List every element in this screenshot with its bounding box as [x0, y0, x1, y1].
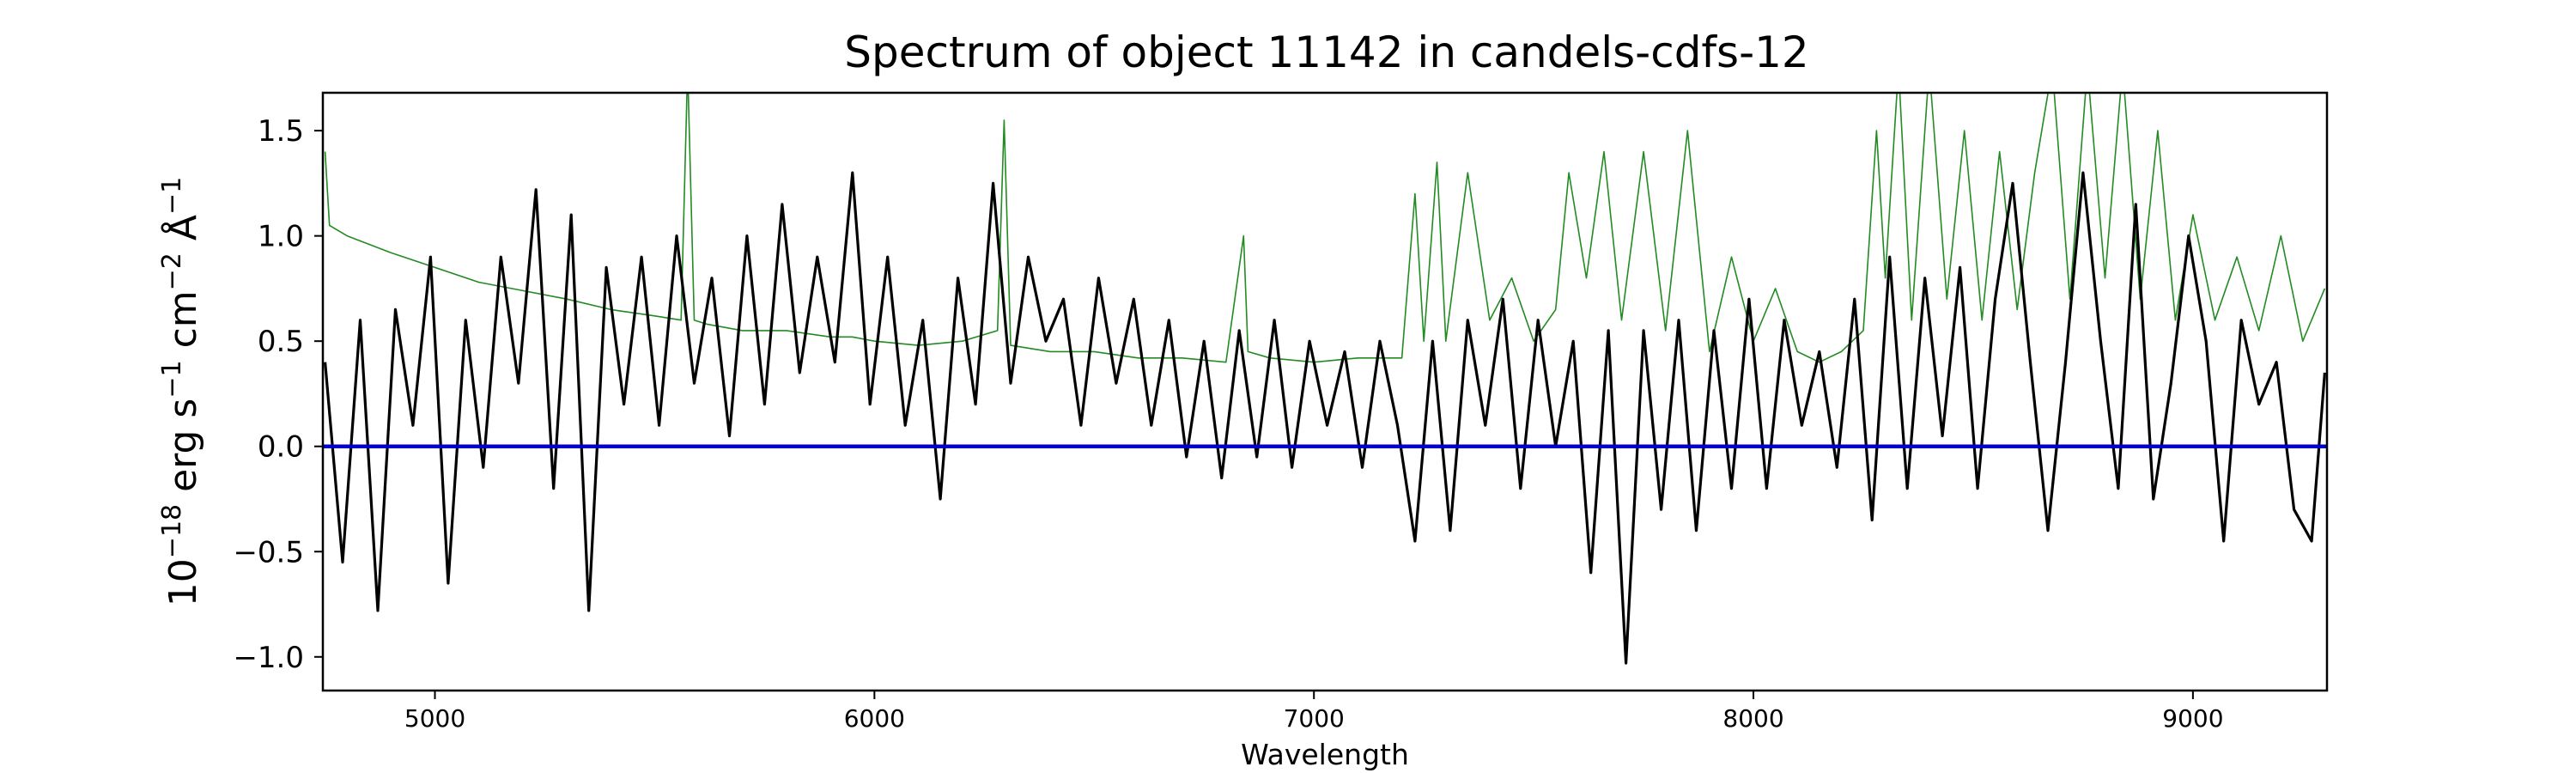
series-line-0 [324, 171, 2326, 665]
series-group [323, 93, 2327, 665]
y-tick-label: −1.0 [233, 641, 304, 675]
x-tick-label: 8000 [1722, 704, 1783, 733]
series-line-1 [324, 93, 2326, 363]
chart-title: Spectrum of object 11142 in candels-cdfs… [844, 27, 1809, 77]
x-tick-label: 5000 [404, 704, 465, 733]
x-axis-label: Wavelength [1241, 738, 1409, 771]
y-axis-label: 10−18 erg s−1 cm−2 Å−1 [157, 177, 205, 606]
x-tick-label: 7000 [1284, 704, 1345, 733]
y-tick-label: 0.5 [258, 325, 304, 359]
plot-frame [321, 91, 2329, 692]
x-axis: 5000 6000 7000 8000 9000 [404, 691, 2224, 733]
y-tick-label: −0.5 [233, 535, 304, 569]
y-tick-label: 1.0 [258, 220, 304, 254]
x-tick-label: 9000 [2162, 704, 2223, 733]
x-tick-label: 6000 [844, 704, 905, 733]
y-axis: −1.0 −0.5 0.0 0.5 1.0 1.5 [233, 114, 323, 675]
y-tick-label: 1.5 [258, 114, 304, 149]
y-tick-label: 0.0 [258, 430, 304, 465]
plot-area [321, 91, 2329, 692]
